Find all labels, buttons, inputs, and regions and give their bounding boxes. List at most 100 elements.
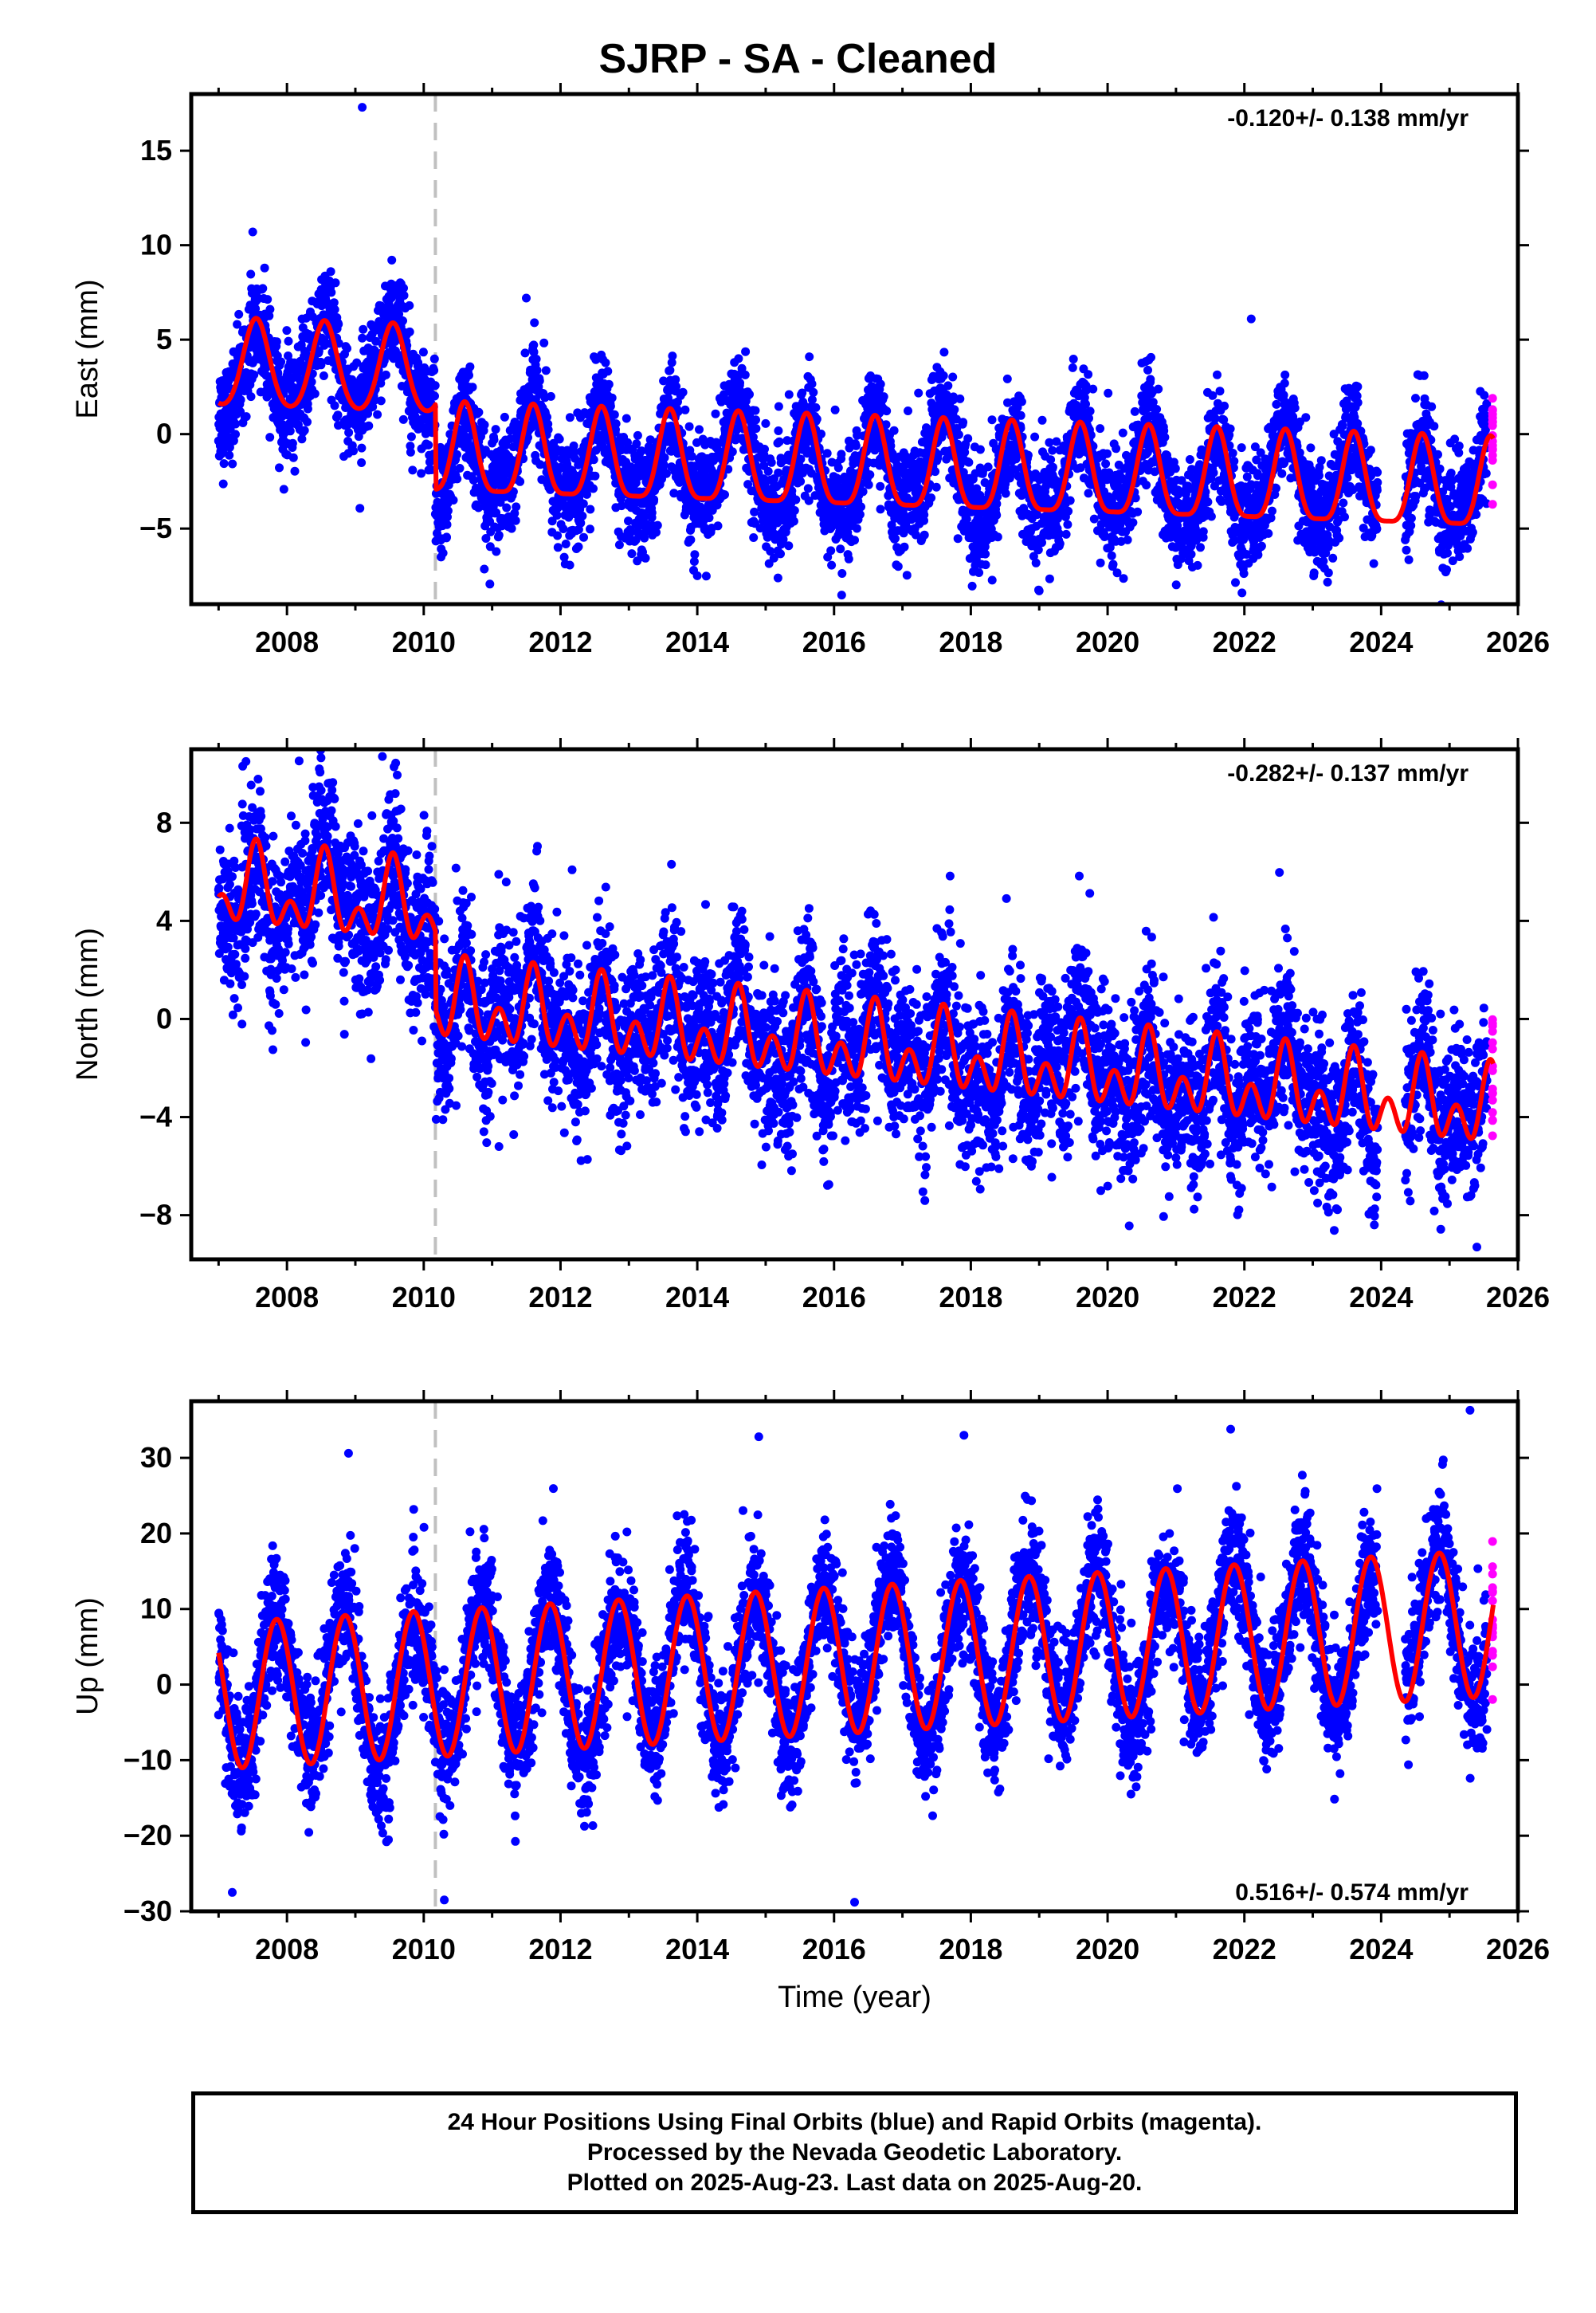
east-point xyxy=(1084,370,1093,379)
east-point xyxy=(974,568,984,577)
east-point xyxy=(586,524,594,534)
east-point xyxy=(789,516,798,526)
east-point xyxy=(827,560,837,570)
east-point xyxy=(900,542,909,552)
east-point xyxy=(329,298,339,308)
east-point xyxy=(1101,459,1111,469)
east-point xyxy=(429,366,439,375)
east-point xyxy=(774,426,783,435)
east-point xyxy=(453,450,461,459)
east-point xyxy=(485,579,495,589)
east-point xyxy=(1128,518,1138,528)
east-point xyxy=(492,508,501,517)
east-point xyxy=(959,418,968,427)
east-point xyxy=(981,549,990,559)
east-point xyxy=(660,453,669,462)
east-point xyxy=(418,348,428,357)
east-point xyxy=(1063,520,1072,529)
east-point xyxy=(927,493,936,503)
east-point xyxy=(1112,444,1121,454)
east-point xyxy=(1225,424,1235,434)
east-point xyxy=(633,430,642,440)
east-point xyxy=(553,543,563,552)
east-point xyxy=(327,288,336,297)
east-point xyxy=(414,358,423,367)
east-point xyxy=(1084,489,1093,498)
east-point xyxy=(284,336,293,346)
east-point xyxy=(606,402,615,411)
east-point xyxy=(767,457,776,467)
east-point xyxy=(398,414,408,424)
east-point xyxy=(405,300,414,310)
east-point xyxy=(288,438,297,448)
east-point xyxy=(565,560,574,570)
east-point xyxy=(225,450,234,460)
east-point xyxy=(774,402,783,411)
east-point xyxy=(355,504,365,513)
east-point xyxy=(611,419,621,429)
east-point xyxy=(535,376,544,386)
east-point xyxy=(1048,446,1057,455)
east-point xyxy=(303,417,312,426)
east-point xyxy=(262,363,271,372)
east-point xyxy=(1096,424,1105,434)
east-point xyxy=(690,550,700,560)
east-point xyxy=(1107,551,1116,560)
east-point xyxy=(774,437,784,446)
east-point xyxy=(627,549,637,559)
east-point xyxy=(992,510,1002,520)
east-point xyxy=(357,443,367,453)
east-point xyxy=(822,449,832,458)
east-point xyxy=(1154,384,1163,394)
east-point xyxy=(303,404,312,414)
east-point xyxy=(531,355,541,363)
east-point xyxy=(1209,468,1218,477)
east-point xyxy=(529,340,539,350)
east-point xyxy=(1055,539,1065,548)
east-point xyxy=(258,284,268,293)
east-point xyxy=(507,524,516,533)
east-point xyxy=(1048,462,1057,472)
east-point xyxy=(763,466,773,476)
east-point xyxy=(844,554,853,564)
east-point xyxy=(665,366,675,375)
east-point xyxy=(893,562,903,571)
east-point xyxy=(1045,574,1054,583)
east-point xyxy=(246,269,256,279)
east-point xyxy=(943,381,953,391)
east-point xyxy=(1030,432,1040,442)
east-point xyxy=(864,480,873,489)
east-point xyxy=(684,422,694,431)
east-point xyxy=(376,396,386,406)
east-point xyxy=(852,524,861,533)
east-point xyxy=(265,433,275,442)
east-point xyxy=(480,420,489,430)
east-point xyxy=(233,320,242,329)
east-point xyxy=(1119,574,1128,583)
east-point xyxy=(578,499,588,509)
east-point xyxy=(833,463,843,473)
east-point xyxy=(1064,506,1073,516)
east-point xyxy=(632,439,641,449)
east-point xyxy=(1257,541,1266,551)
east-point xyxy=(614,540,624,550)
east-point xyxy=(275,463,284,473)
east-point xyxy=(983,462,993,472)
east-point xyxy=(1171,580,1181,590)
east-point xyxy=(805,352,814,362)
east-point xyxy=(1220,401,1229,410)
east-point xyxy=(1215,387,1225,396)
east-point xyxy=(465,362,475,371)
east-point xyxy=(349,446,358,456)
east-point xyxy=(622,414,631,423)
east-point xyxy=(603,367,613,376)
east-point xyxy=(837,591,846,600)
east-point xyxy=(231,419,241,429)
east-point xyxy=(761,418,771,428)
east-point xyxy=(589,455,598,465)
east-point xyxy=(455,464,465,473)
east-point xyxy=(246,392,256,402)
east-point xyxy=(543,425,553,434)
east-point xyxy=(263,295,273,304)
